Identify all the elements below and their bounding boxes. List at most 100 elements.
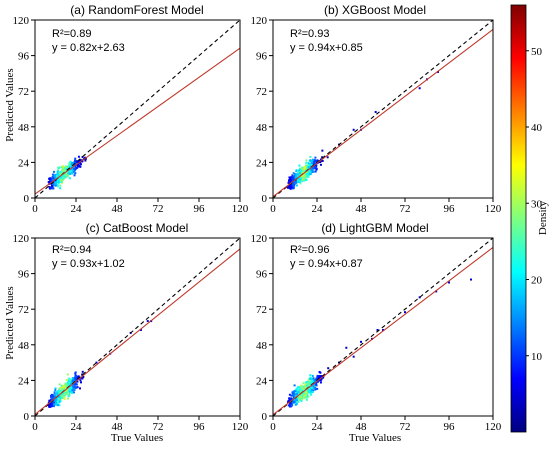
- data-point: [314, 388, 317, 391]
- data-point: [288, 185, 291, 188]
- x-tick-label: 72: [400, 421, 411, 433]
- data-point: [59, 171, 62, 174]
- data-point: [293, 181, 296, 184]
- data-point: [66, 388, 69, 391]
- y-tick-label: 96: [18, 51, 30, 63]
- fit-line: [272, 28, 494, 198]
- y-tick-label: 120: [251, 15, 268, 27]
- data-point: [62, 384, 65, 387]
- data-point: [80, 381, 83, 384]
- data-point: [288, 187, 291, 190]
- data-point: [61, 181, 64, 184]
- data-point: [62, 391, 65, 394]
- data-point: [301, 178, 304, 181]
- data-point: [54, 395, 57, 398]
- y-tick-label: 96: [18, 269, 30, 281]
- data-point: [61, 392, 64, 395]
- panel-title: (b) XGBoost Model: [324, 3, 426, 17]
- data-point: [62, 168, 65, 171]
- data-point: [309, 374, 312, 377]
- data-point: [404, 311, 406, 314]
- data-point: [295, 390, 298, 393]
- x-tick-label: 120: [485, 203, 502, 215]
- data-point: [72, 386, 75, 389]
- data-point: [297, 400, 300, 403]
- data-point: [299, 389, 302, 392]
- colorbar-tick-label: 50: [531, 46, 543, 58]
- data-point: [306, 394, 309, 397]
- data-point: [308, 170, 311, 173]
- data-point: [81, 377, 84, 380]
- data-point: [57, 169, 60, 172]
- data-point: [73, 388, 76, 391]
- data-point: [54, 399, 57, 402]
- data-point: [64, 167, 67, 170]
- data-point: [56, 170, 59, 173]
- data-point: [292, 392, 295, 395]
- data-point: [298, 167, 301, 170]
- data-point: [292, 390, 295, 393]
- data-point: [65, 391, 68, 394]
- fit-line: [272, 246, 494, 416]
- colorbar-tick-label: 20: [531, 275, 543, 287]
- data-point: [54, 393, 57, 396]
- data-point: [304, 165, 307, 168]
- data-point: [290, 397, 293, 400]
- data-point: [309, 387, 312, 390]
- data-point: [294, 403, 297, 406]
- data-point: [139, 328, 142, 331]
- data-point: [296, 400, 299, 403]
- data-point: [76, 380, 79, 383]
- data-point: [73, 170, 76, 173]
- data-point: [293, 401, 296, 404]
- data-point: [309, 155, 312, 158]
- data-point: [57, 390, 60, 393]
- data-point: [76, 164, 79, 167]
- x-tick-label: 0: [32, 421, 38, 433]
- data-point: [59, 397, 62, 400]
- data-point: [68, 169, 71, 172]
- data-point: [301, 395, 304, 398]
- data-point: [303, 397, 306, 400]
- data-point: [305, 179, 307, 182]
- data-point: [302, 382, 305, 385]
- data-point: [67, 165, 70, 168]
- y-tick-label: 0: [262, 193, 268, 205]
- data-point: [290, 180, 293, 183]
- data-point: [56, 172, 59, 175]
- data-point: [67, 397, 70, 400]
- data-point: [418, 87, 421, 90]
- data-point: [71, 379, 74, 382]
- r2-label: R²=0.93: [290, 28, 329, 40]
- data-point: [56, 401, 59, 404]
- data-point: [52, 173, 55, 176]
- data-point: [61, 390, 64, 393]
- data-point: [307, 378, 310, 381]
- data-point: [66, 373, 69, 376]
- data-point: [320, 378, 323, 381]
- y-tick-label: 24: [256, 375, 268, 387]
- data-point: [292, 187, 295, 190]
- data-point: [305, 398, 308, 401]
- data-point: [68, 394, 71, 397]
- data-point: [292, 172, 295, 175]
- data-point: [50, 177, 53, 180]
- data-point: [66, 387, 69, 390]
- data-point: [69, 172, 72, 175]
- data-point: [57, 182, 60, 185]
- data-point: [298, 178, 301, 181]
- data-point: [59, 184, 62, 187]
- data-point: [64, 385, 67, 388]
- data-point: [288, 393, 291, 396]
- data-point: [315, 164, 318, 167]
- data-point: [309, 391, 312, 394]
- data-point: [295, 180, 298, 183]
- data-point: [311, 379, 314, 382]
- data-point: [300, 384, 303, 387]
- data-point: [54, 184, 57, 187]
- data-point: [287, 181, 290, 184]
- x-tick-label: 24: [312, 421, 324, 433]
- data-point: [58, 172, 61, 175]
- data-point: [70, 383, 73, 386]
- data-point: [314, 386, 317, 389]
